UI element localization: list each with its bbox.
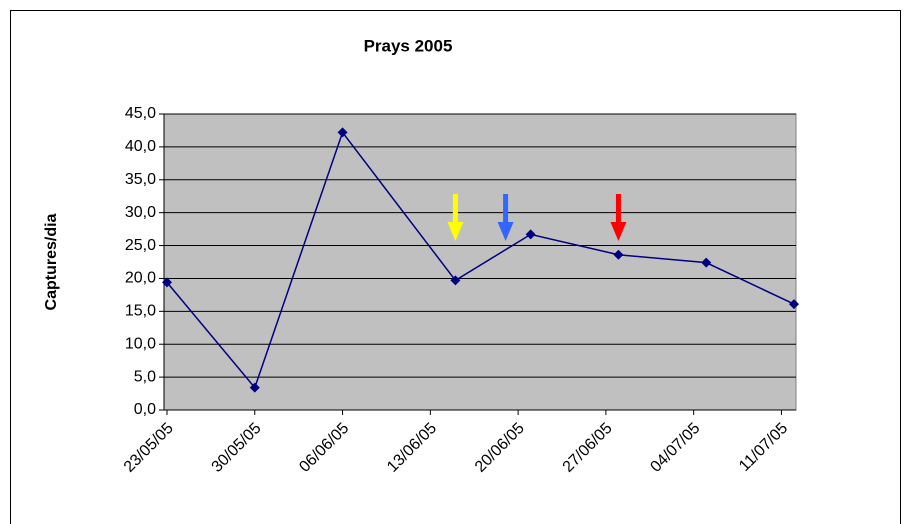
y-tick-label: 10,0: [125, 335, 156, 352]
data-point: [450, 275, 461, 286]
annotation-arrow: [452, 194, 458, 224]
data-point: [613, 249, 624, 260]
annotation-arrow-head: [447, 222, 464, 241]
data-point: [701, 257, 712, 268]
y-tick-label: 25,0: [125, 237, 156, 254]
y-tick-label: 40,0: [125, 138, 156, 155]
y-tick-label: 20,0: [125, 270, 156, 287]
annotation-arrow-head: [497, 222, 514, 241]
data-line: [166, 130, 795, 390]
y-tick-label: 35,0: [125, 171, 156, 188]
annotation-arrow-head: [610, 222, 627, 241]
data-point: [525, 229, 536, 240]
y-tick-label: 45,0: [125, 105, 156, 122]
data-point: [789, 299, 799, 310]
y-tick-label: 0,0: [134, 401, 156, 418]
y-tick-label: 30,0: [125, 204, 156, 221]
y-tick-label: 15,0: [125, 303, 156, 320]
y-axis-label: Captures/dia: [43, 213, 60, 310]
annotation-arrow: [503, 194, 509, 224]
data-point: [337, 127, 348, 138]
chart-title: Prays 2005: [364, 36, 453, 55]
annotation-arrow: [615, 194, 621, 224]
data-point: [249, 382, 260, 393]
data-point: [162, 277, 172, 288]
y-tick-label: 5,0: [134, 368, 156, 385]
